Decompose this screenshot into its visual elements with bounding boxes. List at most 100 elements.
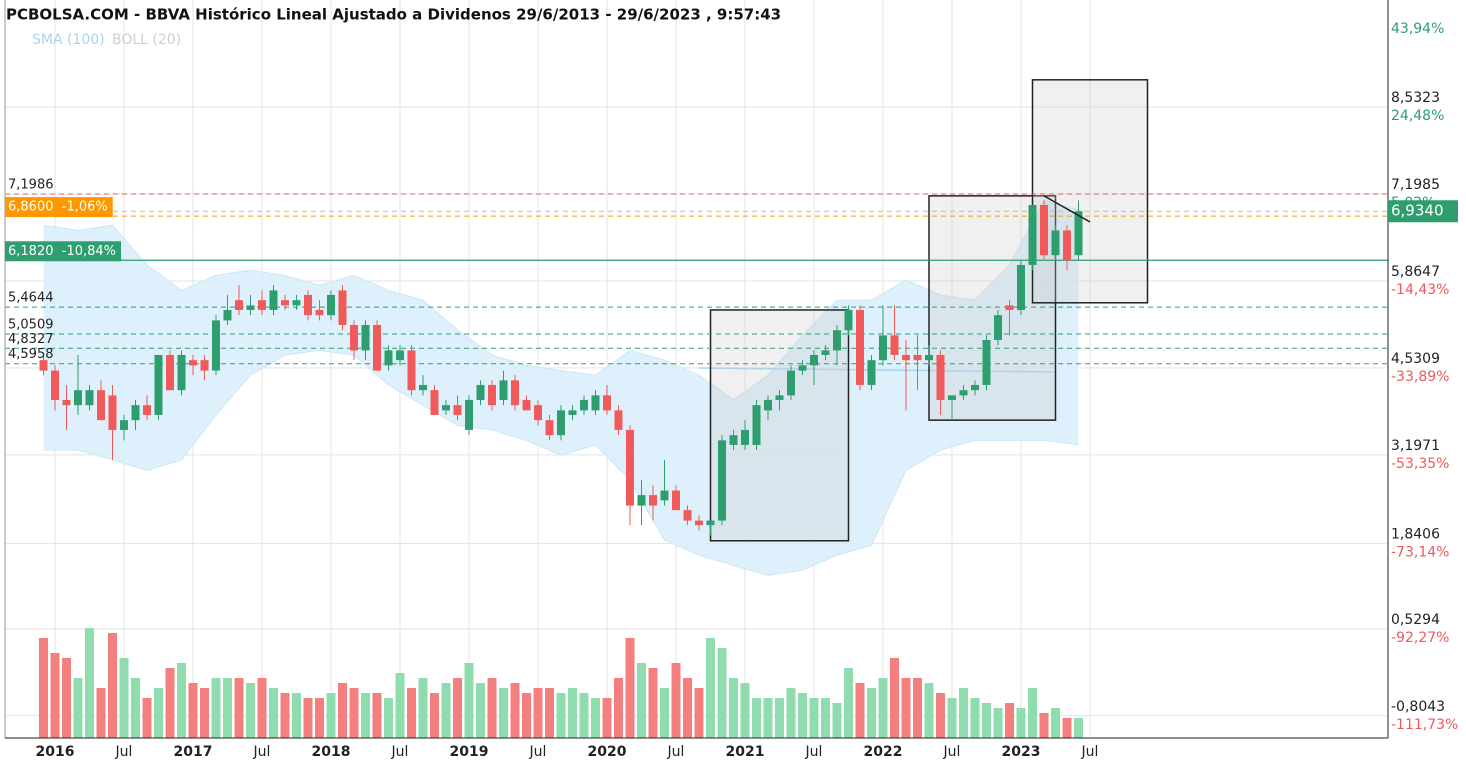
volume-bar <box>476 683 485 738</box>
y-tick-label: -0,8043 <box>1391 699 1445 715</box>
candle-body <box>741 429 749 445</box>
level-label-box <box>5 241 122 262</box>
candle-body <box>925 354 933 361</box>
candle-body <box>798 365 807 371</box>
volume-bar <box>924 683 934 738</box>
candle-body <box>384 350 393 366</box>
volume-bar <box>959 688 968 738</box>
volume-bar <box>625 638 635 738</box>
band-upper <box>43 199 1079 401</box>
volume-bar <box>315 698 324 738</box>
candle-body <box>258 300 266 310</box>
candle-body <box>683 510 692 521</box>
volume-bar <box>510 683 520 738</box>
x-tick-label: Jul <box>391 744 409 760</box>
volume-bar <box>303 698 313 738</box>
volume-bar <box>349 688 359 738</box>
x-tick-label: 2020 <box>588 744 627 760</box>
volume-bar <box>683 678 692 738</box>
candle-body <box>856 309 864 385</box>
y2-tick-label: -73,14% <box>1391 544 1449 560</box>
x-tick-label: Jul <box>115 744 133 760</box>
volume-bar <box>1016 708 1026 738</box>
volume-bar <box>648 668 658 738</box>
volume-bar <box>188 683 198 738</box>
candle-body <box>269 290 278 310</box>
y2-tick-label: -92,27% <box>1391 630 1449 646</box>
y-tick-label: 3,1971 <box>1391 438 1440 454</box>
candle-body <box>51 370 59 400</box>
volume-bar <box>119 658 129 738</box>
candle-body <box>1028 204 1037 265</box>
volume-bar <box>637 663 646 738</box>
volume-bar <box>591 698 600 738</box>
volume-bar <box>142 698 152 738</box>
candle-body <box>131 405 140 421</box>
candle-body <box>695 520 703 526</box>
candle-body <box>108 395 117 430</box>
volume-bar <box>1074 718 1083 738</box>
candle-body <box>327 294 335 316</box>
candle-body <box>97 390 105 421</box>
candle-body <box>729 435 738 445</box>
volume-bar <box>809 698 819 738</box>
candle-body <box>614 410 623 430</box>
candle-body <box>453 405 462 415</box>
volume-bar <box>694 688 704 738</box>
volume-bar <box>499 688 508 738</box>
volume-bar <box>533 688 543 738</box>
candle-body <box>879 335 887 361</box>
trendline <box>1043 195 1091 223</box>
candle-body <box>591 395 600 411</box>
candle-body <box>994 315 1002 340</box>
level-label: 6,1820 -10,84% <box>8 244 116 259</box>
volume-bar <box>752 698 761 738</box>
y-tick-label: 5,8647 <box>1391 264 1440 280</box>
y2-tick-label: -33,89% <box>1391 369 1449 385</box>
volume-bar <box>545 688 554 738</box>
volume-bar <box>775 698 784 738</box>
candle-body <box>902 354 910 361</box>
volume-bar <box>384 698 393 738</box>
x-tick-label: Jul <box>1081 744 1099 760</box>
candle-body <box>154 354 163 415</box>
level-label: 5,0509 <box>8 318 54 333</box>
volume-bar <box>108 633 117 738</box>
volume-bar <box>913 678 922 738</box>
candle-body <box>442 405 450 411</box>
volume-bar <box>50 653 60 738</box>
candle-body <box>557 410 565 436</box>
volume-bar <box>73 678 83 738</box>
volume-bar <box>407 688 416 738</box>
candle-body <box>189 360 197 366</box>
candle-body <box>844 309 853 331</box>
y2-tick-label: 43,94% <box>1391 21 1444 37</box>
volume-bar <box>395 673 405 738</box>
candle-body <box>465 399 473 430</box>
volume-bar <box>464 663 474 738</box>
candle-body <box>419 384 427 391</box>
volume-bar <box>970 698 980 738</box>
y-tick-label: 0,5294 <box>1391 612 1440 628</box>
candle-body <box>1074 211 1083 256</box>
y2-tick-label: -53,35% <box>1391 456 1449 472</box>
volume-bar <box>372 693 382 738</box>
volume-bar <box>177 663 186 738</box>
candle-body <box>85 390 94 406</box>
level-label: 4,5958 <box>8 347 54 362</box>
candle-body <box>660 490 669 501</box>
candle-body <box>545 420 554 436</box>
candle-body <box>281 300 289 306</box>
candle-body <box>74 390 82 406</box>
candle-body <box>1017 264 1025 310</box>
candle-body <box>304 294 312 316</box>
candle-body <box>235 300 243 310</box>
candle-body <box>534 405 542 421</box>
candle-body <box>39 360 48 371</box>
level-label: 6,8600 -1,06% <box>8 200 108 215</box>
candle-body <box>948 395 956 400</box>
x-tick-label: 2017 <box>174 744 213 760</box>
y2-tick-label: -14,43% <box>1391 282 1449 298</box>
last-price-box <box>1388 200 1458 223</box>
